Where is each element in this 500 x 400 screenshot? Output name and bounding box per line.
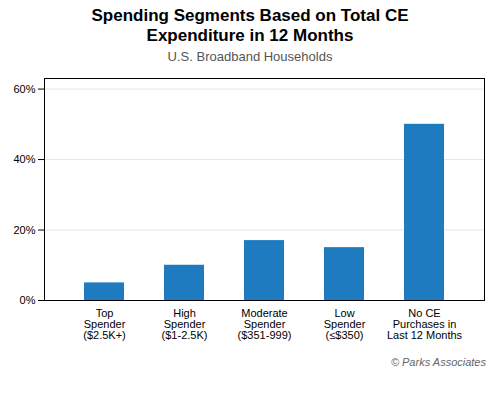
- html-text:U.S. Broadband Households: U.S. Broadband Households: [167, 48, 333, 64]
- svg-text:LowSpender(≤$350): LowSpender(≤$350): [324, 307, 366, 341]
- html-text:Spending Segments Based on Tot: Spending Segments Based on Total CE Expe…: [91, 6, 409, 46]
- svg-text:ModerateSpender($351-999): ModerateSpender($351-999): [238, 307, 292, 341]
- svg-text:HighSpender($1-2.5K): HighSpender($1-2.5K): [162, 307, 208, 341]
- svg-text:40%: 40%: [13, 153, 35, 165]
- svg-text:0%: 0%: [20, 294, 36, 306]
- svg-text:60%: 60%: [13, 82, 35, 94]
- html-text:© Parks Associates: © Parks Associates: [390, 355, 486, 368]
- svg-text:No CEPurchases inLast 12 Month: No CEPurchases inLast 12 Months: [387, 307, 463, 341]
- svg-text:20%: 20%: [13, 223, 35, 235]
- svg-text:TopSpender($2.5K+): TopSpender($2.5K+): [83, 307, 126, 341]
